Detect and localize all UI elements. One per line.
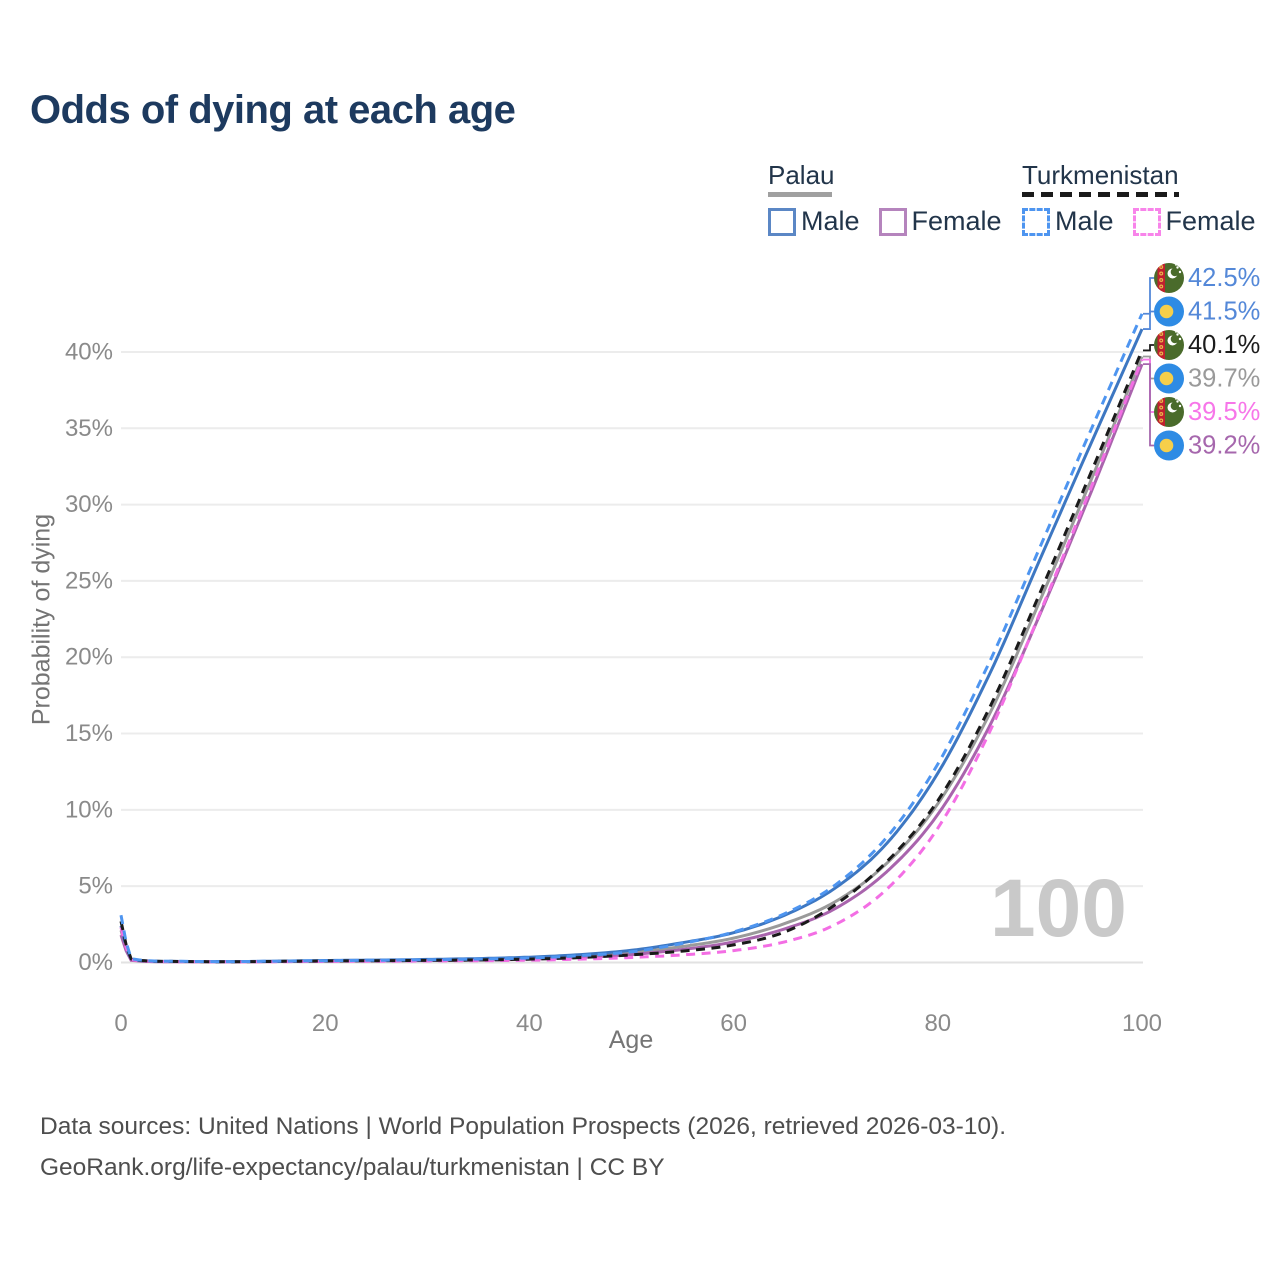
x-axis-title: Age	[608, 1026, 654, 1054]
legend-item-turkmenistan-male[interactable]: Male	[1022, 206, 1114, 237]
x-tick-label: 80	[924, 1010, 951, 1037]
turkmenistan-flag-icon	[1154, 263, 1184, 293]
end-label-palau-male: 41.5%	[1154, 296, 1260, 327]
legend-row: Male Female	[768, 206, 1021, 237]
y-tick-label: 5%	[78, 873, 113, 900]
x-tick-label: 40	[516, 1010, 543, 1037]
end-label-turkmenistan-both: 40.1%	[1154, 330, 1260, 360]
y-axis-title: Probability of dying	[27, 513, 56, 726]
turkmenistan-flag-icon	[1154, 330, 1184, 360]
legend-label: Female	[911, 206, 1002, 236]
palau-solid-line-swatch	[768, 192, 832, 197]
end-label-value: 41.5%	[1188, 298, 1260, 326]
legend-group-palau: Palau Male Female	[768, 162, 1021, 237]
legend-label: Male	[1055, 206, 1114, 236]
x-tick-label: 20	[312, 1010, 339, 1037]
turkmenistan-flag-icon	[1154, 397, 1184, 427]
legend-item-palau-female[interactable]: Female	[878, 206, 1002, 237]
end-label-palau-both: 39.7%	[1154, 363, 1260, 394]
y-tick-label: 15%	[65, 720, 113, 747]
end-label-palau-female: 39.2%	[1154, 430, 1260, 461]
end-label-value: 39.7%	[1188, 365, 1260, 393]
leader-line	[1143, 277, 1154, 315]
mortality-line-chart: 0% 5% 10% 15% 20% 25% 30% 35% 40% 0 20 40 60 80 100 42.…	[65, 263, 1260, 1037]
y-tick-label: 25%	[65, 567, 113, 594]
series-line-palau-male	[119, 328, 1144, 964]
series-line-turkmenistan-female	[119, 359, 1144, 964]
age-counter-watermark: 100	[990, 863, 1127, 954]
legend-item-turkmenistan-female[interactable]: Female	[1132, 206, 1256, 237]
leader-line	[1143, 310, 1154, 330]
end-label-turkmenistan-male: 42.5%	[1154, 263, 1260, 293]
series-line-palau-both	[119, 355, 1144, 964]
leader-line	[1143, 358, 1154, 413]
legend-label: Female	[1165, 206, 1256, 236]
y-tick-label: 0%	[78, 949, 113, 976]
y-tick-label: 20%	[65, 644, 113, 671]
leader-line	[1143, 363, 1154, 447]
x-tick-label: 100	[1122, 1010, 1162, 1037]
footer: Data sources: United Nations | World Pop…	[40, 1106, 1006, 1188]
end-label-turkmenistan-female: 39.5%	[1154, 397, 1260, 427]
page-title: Odds of dying at each age	[30, 88, 516, 132]
series-line-turkmenistan-male	[119, 313, 1144, 964]
end-label-value: 39.2%	[1188, 432, 1260, 460]
palau-flag-icon	[1154, 363, 1184, 394]
y-tick-label: 35%	[65, 415, 113, 442]
series-line-palau-female	[119, 363, 1144, 964]
legend-row: Male Female	[1022, 206, 1275, 237]
legend-item-palau-male[interactable]: Male	[768, 206, 860, 237]
palau-flag-icon	[1154, 296, 1184, 327]
legend-group-turkmenistan: Turkmenistan Male Female	[1022, 162, 1275, 237]
y-tick-label: 30%	[65, 491, 113, 518]
turkmenistan-female-checkbox-icon[interactable]	[1132, 207, 1161, 236]
legend-header-palau: Palau	[768, 160, 835, 190]
y-tick-label: 10%	[65, 796, 113, 823]
x-tick-label: 60	[720, 1010, 747, 1037]
end-label-value: 42.5%	[1188, 264, 1260, 292]
palau-female-checkbox-icon[interactable]	[878, 207, 907, 236]
turkmenistan-dashed-line-swatch	[1022, 192, 1179, 197]
attribution-text: GeoRank.org/life-expectancy/palau/turkme…	[40, 1154, 665, 1181]
palau-male-checkbox-icon[interactable]	[768, 207, 796, 236]
end-label-value: 39.5%	[1188, 398, 1260, 426]
turkmenistan-male-checkbox-icon[interactable]	[1022, 207, 1050, 236]
palau-flag-icon	[1154, 430, 1184, 461]
series-line-turkmenistan-both	[119, 349, 1144, 964]
legend-label: Male	[801, 206, 860, 236]
x-tick-label: 0	[114, 1010, 127, 1037]
legend-header-turkmenistan: Turkmenistan	[1022, 160, 1179, 190]
data-sources-text: Data sources: United Nations | World Pop…	[40, 1113, 1007, 1140]
y-tick-label: 40%	[65, 338, 113, 365]
leader-line	[1143, 344, 1154, 352]
end-label-value: 40.1%	[1188, 331, 1260, 359]
